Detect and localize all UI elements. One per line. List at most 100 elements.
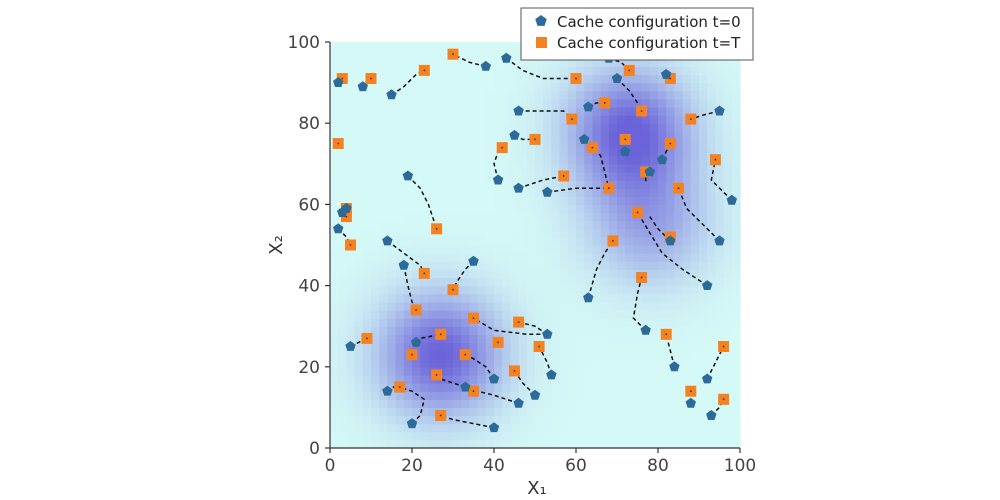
heatmap-cell — [362, 342, 372, 352]
heatmap-cell — [535, 423, 544, 433]
heatmap-cell — [502, 407, 511, 417]
heatmap-cell — [625, 309, 634, 319]
heatmap-cell — [543, 261, 552, 270]
heatmap-cell — [559, 431, 569, 441]
heatmap-cell — [543, 439, 552, 449]
heatmap-cell — [551, 334, 561, 344]
heatmap-cell — [436, 399, 446, 408]
heatmap-cell — [649, 123, 659, 132]
heatmap-cell — [723, 366, 733, 376]
heatmap-cell — [428, 350, 438, 360]
heatmap-cell — [658, 350, 667, 360]
heatmap-cell — [674, 204, 684, 214]
heatmap-cell — [362, 106, 372, 116]
heatmap-cell — [707, 431, 716, 441]
heatmap-cell — [600, 147, 610, 157]
heatmap-cell — [600, 342, 610, 352]
heatmap-cell — [715, 366, 725, 376]
heatmap-cell — [731, 123, 741, 132]
heatmap-cell — [371, 245, 380, 254]
heatmap-cell — [526, 74, 536, 84]
heatmap-cell — [362, 277, 372, 287]
heatmap-cell — [699, 318, 708, 327]
heatmap-cell — [731, 269, 741, 279]
heatmap-cell — [420, 131, 429, 141]
heatmap-cell — [707, 358, 716, 368]
heatmap-cell — [510, 236, 520, 246]
heatmap-cell — [731, 90, 741, 100]
heatmap-cell — [494, 90, 503, 100]
start-point-marker — [706, 410, 717, 420]
heatmap-cell — [379, 74, 388, 84]
heatmap-cell — [330, 236, 339, 246]
heatmap-cell — [707, 228, 716, 238]
heatmap-cell — [707, 285, 716, 295]
heatmap-cell — [338, 285, 347, 295]
heatmap-cell — [379, 269, 388, 279]
heatmap-cell — [502, 82, 511, 92]
heatmap-cell — [502, 334, 511, 344]
heatmap-cell — [453, 399, 462, 408]
heatmap-cell — [608, 253, 618, 262]
heatmap-cell — [502, 115, 511, 124]
heatmap-cell — [436, 163, 446, 173]
heatmap-cell — [403, 334, 413, 344]
heatmap-cell — [715, 204, 725, 214]
trajectory-line — [518, 321, 548, 335]
heatmap-cell — [371, 350, 380, 360]
heatmap-cell — [518, 269, 528, 279]
heatmap-cell — [461, 90, 470, 100]
heatmap-cell — [371, 147, 380, 157]
heatmap-cell — [453, 42, 462, 51]
heatmap-cell — [567, 180, 577, 189]
heatmap-cell — [526, 366, 536, 376]
heatmap-cell — [535, 431, 544, 441]
heatmap-cell — [707, 196, 716, 205]
heatmap-cell — [592, 66, 602, 76]
heatmap-cell — [690, 90, 700, 100]
heatmap-cell — [707, 399, 716, 408]
heatmap-cell — [346, 309, 356, 319]
heatmap-cell — [403, 98, 413, 108]
heatmap-cell — [608, 309, 618, 319]
heatmap-cell — [346, 431, 356, 441]
start-point-marker — [337, 207, 348, 217]
heatmap-cell — [330, 220, 339, 230]
heatmap-cell — [469, 58, 479, 67]
end-point-dot — [612, 240, 614, 242]
heatmap-cell — [453, 196, 462, 205]
heatmap-cell — [403, 196, 413, 205]
heatmap-cell — [699, 415, 708, 425]
heatmap-cell — [600, 261, 610, 270]
heatmap-cell — [518, 147, 528, 157]
heatmap-cell — [731, 98, 741, 108]
end-point-dot — [398, 386, 401, 388]
heatmap-cell — [518, 366, 528, 376]
heatmap-cell — [354, 383, 364, 392]
heatmap-cell — [731, 66, 741, 76]
heatmap-cell — [731, 415, 741, 425]
heatmap-cell — [502, 228, 511, 238]
heatmap-cell — [436, 139, 446, 149]
heatmap-cell — [699, 407, 708, 417]
heatmap-cell — [379, 415, 388, 425]
heatmap-cell — [633, 220, 643, 230]
heatmap-cell — [543, 350, 552, 360]
heatmap-cell — [518, 115, 528, 124]
heatmap-cell — [510, 253, 520, 262]
heatmap-cell — [592, 245, 602, 254]
heatmap-cell — [403, 383, 413, 392]
heatmap-cell — [510, 309, 520, 319]
heatmap-cell — [461, 277, 470, 287]
heatmap-cell — [379, 301, 388, 311]
heatmap-cell — [453, 163, 462, 173]
heatmap-cell — [649, 220, 659, 230]
heatmap-cell — [576, 301, 585, 311]
heatmap-cell — [723, 155, 733, 165]
heatmap-cell — [641, 123, 651, 132]
heatmap-cell — [699, 236, 708, 246]
heatmap-cell — [666, 318, 675, 327]
heatmap-cell — [436, 212, 446, 222]
heatmap-cell — [453, 423, 462, 433]
